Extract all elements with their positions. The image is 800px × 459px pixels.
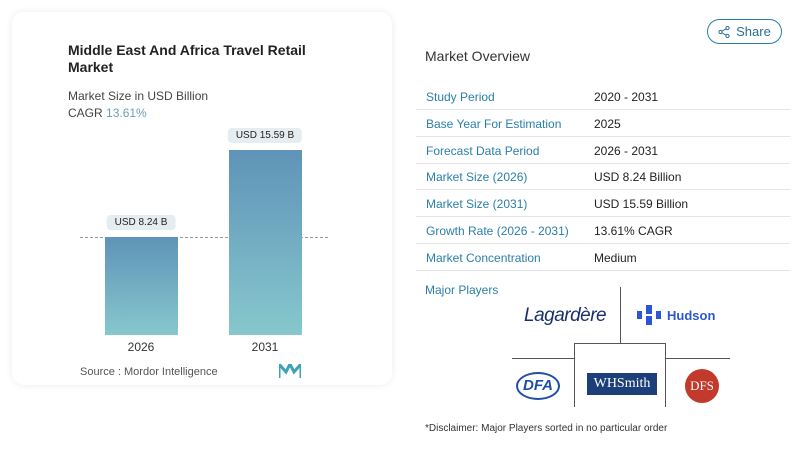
major-players-title: Major Players bbox=[425, 283, 499, 297]
chart-card bbox=[12, 12, 392, 385]
row-key: Base Year For Estimation bbox=[426, 116, 562, 131]
data-label: USD 15.59 B bbox=[227, 128, 303, 143]
bar-2031 bbox=[228, 150, 302, 335]
chart-title: Middle East And Africa Travel Retail Mar… bbox=[68, 42, 306, 75]
share-icon bbox=[718, 25, 730, 38]
logo-dfa: DFA bbox=[516, 372, 560, 400]
overview-row: Base Year For Estimation 2025 bbox=[416, 110, 790, 137]
category-label: 2026 bbox=[127, 340, 155, 354]
row-key: Growth Rate (2026 - 2031) bbox=[426, 224, 569, 238]
disclaimer: *Disclaimer: Major Players sorted in no … bbox=[425, 423, 668, 434]
row-key: Market Size (2026) bbox=[426, 170, 528, 185]
mordor-logo-icon bbox=[279, 364, 301, 378]
source: Source : Mordor Intelligence bbox=[80, 366, 218, 378]
overview-title: Market Overview bbox=[425, 48, 531, 64]
row-key: Market Size (2031) bbox=[426, 197, 528, 212]
logo-hudson: Hudson bbox=[637, 305, 715, 325]
logo-lagardere: Lagardère bbox=[524, 305, 607, 326]
hudson-mark-icon bbox=[637, 305, 661, 325]
row-value: USD 8.24 Billion bbox=[594, 170, 682, 185]
cagr-label: CAGR bbox=[68, 106, 103, 120]
overview-row: Forecast Data Period 2026 - 2031 bbox=[416, 137, 790, 164]
data-label: USD 8.24 B bbox=[106, 215, 176, 231]
row-value: Medium bbox=[594, 250, 637, 265]
overview-row: Market Size (2026) USD 8.24 Billion bbox=[416, 163, 790, 191]
logo-frame bbox=[574, 343, 666, 407]
share-label: Share bbox=[736, 24, 771, 39]
bar-2026 bbox=[104, 237, 178, 335]
reference-line bbox=[80, 237, 328, 238]
overview-row: Market Size (2031) USD 15.59 Billion bbox=[416, 190, 790, 218]
row-value: 2020 - 2031 bbox=[594, 90, 659, 104]
row-value: 13.61% CAGR bbox=[594, 224, 673, 238]
chart-subtitle: Market Size in USD Billion bbox=[68, 89, 209, 103]
divider bbox=[666, 358, 730, 359]
overview-row: Market Concentration Medium bbox=[416, 244, 790, 271]
cagr-value: 13.61% bbox=[106, 106, 147, 120]
row-value: 2026 - 2031 bbox=[594, 143, 659, 158]
logo-whsmith: WHSmith bbox=[587, 373, 657, 395]
logo-dfs: DFS bbox=[685, 369, 719, 403]
row-key: Study Period bbox=[426, 90, 495, 104]
row-key: Market Concentration bbox=[426, 250, 541, 265]
row-value: USD 15.59 Billion bbox=[594, 197, 689, 212]
overview-row: Study Period 2020 - 2031 bbox=[416, 83, 790, 110]
category-label: 2031 bbox=[251, 340, 279, 354]
row-key: Forecast Data Period bbox=[426, 143, 540, 158]
divider bbox=[512, 358, 574, 359]
row-value: 2025 bbox=[594, 116, 621, 131]
divider bbox=[620, 287, 621, 343]
cagr: CAGR 13.61% bbox=[68, 106, 147, 120]
overview-row: Growth Rate (2026 - 2031) 13.61% CAGR bbox=[416, 217, 790, 244]
share-button[interactable]: Share bbox=[707, 19, 782, 44]
